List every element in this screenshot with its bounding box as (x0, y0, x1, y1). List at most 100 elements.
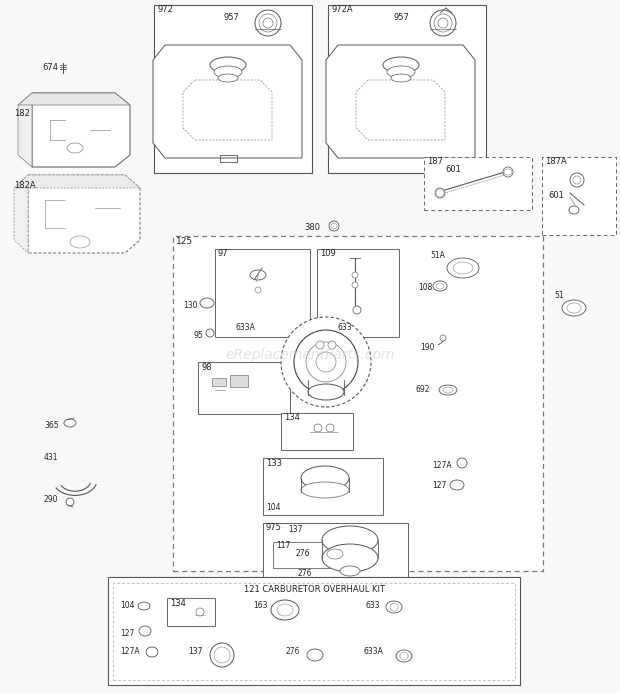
Circle shape (255, 10, 281, 36)
Text: 633A: 633A (235, 324, 255, 333)
Text: 117: 117 (276, 541, 290, 550)
Ellipse shape (443, 387, 453, 393)
Polygon shape (356, 80, 445, 140)
Bar (113, 583, 515, 680)
Ellipse shape (340, 566, 360, 576)
Ellipse shape (200, 298, 214, 308)
Ellipse shape (146, 647, 158, 657)
Ellipse shape (433, 281, 447, 291)
Ellipse shape (327, 549, 343, 559)
Ellipse shape (436, 283, 444, 289)
Circle shape (329, 221, 339, 231)
Circle shape (206, 329, 214, 337)
Ellipse shape (218, 74, 238, 82)
Polygon shape (326, 45, 475, 158)
Circle shape (438, 18, 448, 28)
Ellipse shape (453, 262, 473, 274)
Ellipse shape (352, 272, 358, 278)
Text: 187: 187 (427, 157, 443, 166)
Bar (108, 577, 520, 685)
Text: 127A: 127A (432, 461, 451, 469)
Text: 674: 674 (42, 64, 58, 73)
Bar (198, 362, 290, 414)
Ellipse shape (301, 466, 349, 490)
Text: 137: 137 (288, 525, 303, 534)
Text: 133: 133 (266, 459, 282, 468)
Bar (154, 5, 312, 173)
Ellipse shape (139, 626, 151, 636)
Ellipse shape (391, 74, 411, 82)
Text: 51A: 51A (430, 252, 445, 261)
Circle shape (457, 458, 467, 468)
Circle shape (573, 176, 581, 184)
Ellipse shape (277, 604, 293, 616)
Text: 957: 957 (223, 12, 239, 21)
Text: 163: 163 (253, 602, 267, 611)
Ellipse shape (67, 143, 83, 153)
Polygon shape (18, 93, 32, 167)
Circle shape (440, 335, 446, 341)
Text: 51: 51 (554, 292, 564, 301)
Circle shape (316, 352, 336, 372)
Bar (173, 236, 543, 571)
Ellipse shape (322, 544, 378, 572)
Circle shape (259, 14, 277, 32)
Bar (230, 375, 248, 387)
Circle shape (326, 424, 334, 432)
Text: 972A: 972A (331, 6, 353, 15)
Ellipse shape (214, 66, 242, 78)
Polygon shape (32, 93, 130, 167)
Circle shape (435, 188, 445, 198)
Text: 601: 601 (445, 166, 461, 175)
Text: 633: 633 (337, 324, 352, 333)
Circle shape (353, 306, 361, 314)
Bar (328, 5, 486, 173)
Text: 692: 692 (416, 385, 430, 394)
Text: 98: 98 (201, 362, 211, 371)
Text: 130: 130 (183, 301, 198, 310)
Text: 134: 134 (170, 599, 186, 608)
Text: 137: 137 (188, 647, 203, 656)
Ellipse shape (138, 602, 150, 610)
Text: eReplacementParts.com: eReplacementParts.com (225, 348, 395, 362)
Ellipse shape (301, 482, 349, 498)
Text: 365: 365 (44, 421, 59, 430)
Circle shape (210, 643, 234, 667)
Ellipse shape (307, 649, 323, 661)
Text: 182A: 182A (14, 180, 35, 189)
Text: 190: 190 (420, 344, 435, 353)
Polygon shape (14, 175, 28, 253)
Circle shape (316, 341, 324, 349)
Circle shape (196, 608, 204, 616)
Bar (273, 542, 356, 568)
Text: 108: 108 (418, 283, 432, 292)
Text: 104: 104 (120, 602, 135, 611)
Ellipse shape (70, 236, 90, 248)
Bar (167, 598, 215, 626)
Text: 97: 97 (218, 249, 229, 258)
Text: 276: 276 (295, 550, 309, 559)
Text: 134: 134 (284, 414, 300, 423)
Ellipse shape (569, 206, 579, 214)
Ellipse shape (439, 385, 457, 395)
Text: 182: 182 (14, 109, 30, 118)
Bar (263, 523, 408, 585)
Circle shape (281, 317, 371, 407)
Circle shape (314, 424, 322, 432)
Ellipse shape (308, 384, 344, 400)
Ellipse shape (64, 419, 76, 427)
Text: 380: 380 (304, 224, 320, 232)
Polygon shape (183, 80, 272, 140)
Ellipse shape (562, 300, 586, 316)
Text: 187A: 187A (545, 157, 567, 166)
Circle shape (331, 223, 337, 229)
Circle shape (434, 14, 452, 32)
Text: 109: 109 (320, 249, 336, 258)
Text: 125: 125 (176, 236, 193, 245)
Circle shape (390, 603, 398, 611)
Circle shape (255, 287, 261, 293)
Ellipse shape (210, 57, 246, 73)
Polygon shape (28, 175, 140, 253)
Ellipse shape (567, 303, 581, 313)
Ellipse shape (271, 600, 299, 620)
